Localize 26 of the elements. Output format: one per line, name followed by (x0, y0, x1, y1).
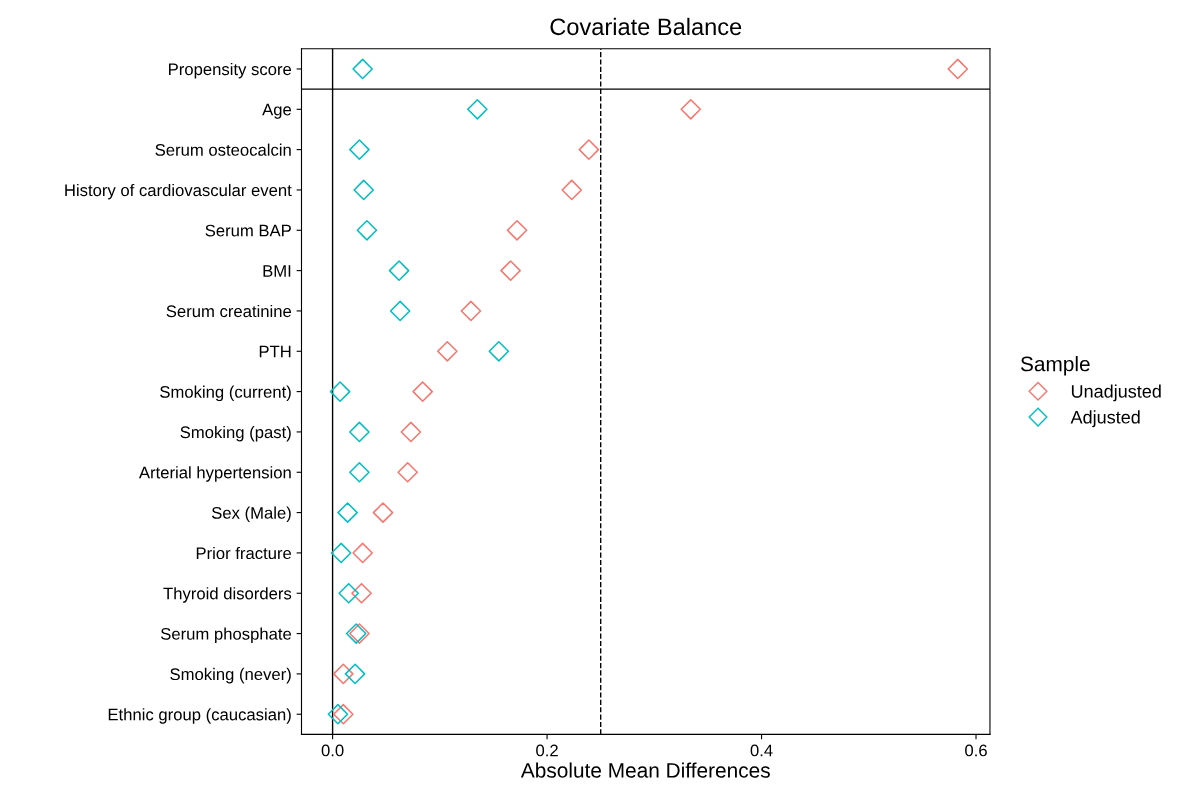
legend-label: Unadjusted (1071, 384, 1161, 402)
x-tick-label: 0.6 (965, 744, 987, 757)
chart-title: Covariate Balance (550, 17, 742, 36)
y-tick-label: PTH (259, 345, 291, 358)
y-tick-label: Smoking (current) (160, 385, 291, 402)
legend-title: Sample (1020, 356, 1090, 376)
y-tick-label: Age (262, 103, 292, 119)
x-tick-label: 0.2 (536, 744, 558, 757)
y-tick-label: Arterial hypertension (138, 466, 291, 482)
y-tick-label: Sex (Male) (211, 506, 291, 523)
y-tick-label: Serum creatinine (166, 304, 292, 318)
y-tick-label: Smoking (never) (170, 667, 291, 684)
y-tick-label: Smoking (past) (180, 425, 291, 442)
y-tick-label: Serum BAP (205, 224, 291, 237)
y-tick-label: History of cardiovascular event (65, 183, 292, 200)
x-tick-label: 0.0 (321, 744, 344, 757)
y-tick-label: Propensity score (169, 62, 292, 79)
x-tick-label: 0.4 (750, 744, 773, 757)
y-tick-label: Serum osteocalcin (155, 143, 291, 156)
y-tick-label: BMI (263, 265, 291, 277)
y-tick-label: Prior fracture (196, 546, 292, 560)
legend-label: Adjusted (1070, 410, 1140, 428)
y-tick-label: Thyroid disorders (163, 587, 292, 603)
y-tick-label: Ethnic group (caucasian) (108, 708, 291, 724)
y-tick-label: Serum phosphate (160, 627, 292, 644)
x-axis-title: Absolute Mean Differences (520, 762, 770, 778)
